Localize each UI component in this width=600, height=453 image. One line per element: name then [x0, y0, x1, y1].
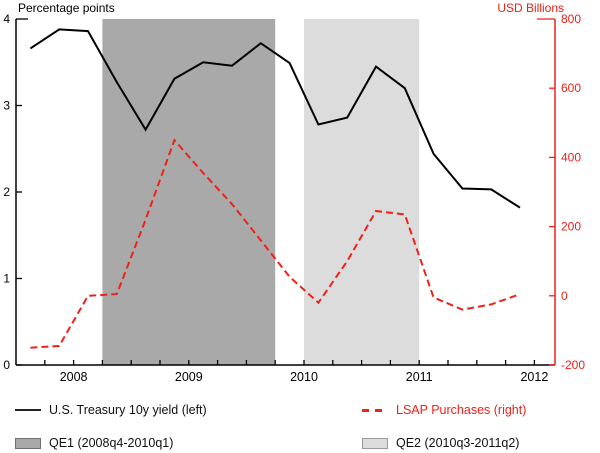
treasury-legend-label: U.S. Treasury 10y yield (left)	[49, 403, 207, 417]
treasury-line-swatch	[15, 409, 41, 411]
x-axis-year-label: 2009	[175, 370, 203, 384]
right-axis-title: USD Billions	[497, 1, 564, 15]
right-axis-tick-label: 600	[561, 81, 581, 95]
legend-item-qe1: QE1 (2008q4-2010q1)	[15, 436, 173, 450]
qe1-band-swatch	[15, 437, 41, 449]
qe2-band-swatch	[362, 437, 388, 449]
lsap-dash-swatch	[362, 408, 388, 412]
legend-item-lsap: LSAP Purchases (right)	[362, 403, 526, 417]
left-axis-tick-label: 2	[3, 185, 10, 199]
qe1-band	[102, 19, 276, 365]
x-axis-year-label: 2011	[406, 370, 433, 384]
qe2-band	[304, 19, 420, 365]
lsap-purchases-line	[30, 138, 521, 349]
lsap-legend-label: LSAP Purchases (right)	[396, 403, 527, 417]
treasury-yield-line	[29, 28, 521, 209]
x-axis-year-label: 2010	[290, 370, 318, 384]
left-axis-tick-label: 4	[3, 12, 10, 26]
left-axis-title: Percentage points	[18, 1, 115, 15]
right-axis-tick-label: 200	[561, 220, 581, 234]
legend-item-qe2: QE2 (2010q3-2011q2)	[362, 436, 519, 450]
right-axis-tick-label: -200	[561, 358, 585, 372]
qe1-legend-label: QE1 (2008q4-2010q1)	[49, 436, 174, 450]
x-axis-year-label: 2012	[520, 370, 548, 384]
legend-item-treasury: U.S. Treasury 10y yield (left)	[15, 403, 207, 417]
right-axis-tick-label: 400	[561, 150, 581, 164]
left-axis-tick-label: 1	[3, 272, 10, 286]
qe2-legend-label: QE2 (2010q3-2011q2)	[396, 436, 520, 450]
left-axis-tick-label: 0	[3, 358, 10, 372]
left-axis-tick-label: 3	[3, 99, 10, 113]
right-axis-tick-label: 800	[561, 12, 581, 26]
x-axis-year-label: 2008	[60, 370, 88, 384]
right-axis-tick-label: 0	[561, 289, 568, 303]
